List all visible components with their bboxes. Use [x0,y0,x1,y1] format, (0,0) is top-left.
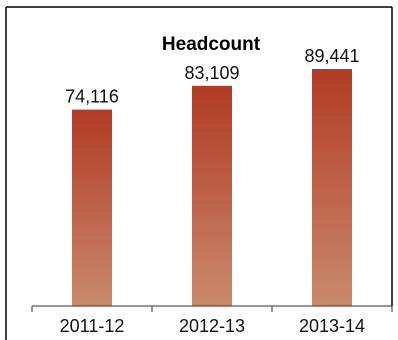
bar-2011-12 [72,109,112,306]
value-labels-layer: 74,116 83,109 89,441 [65,46,359,107]
x-tick-label-2011-12: 2011-12 [60,316,125,336]
bars-layer [72,69,352,306]
ticks-layer [31,306,393,312]
bar-2013-14 [312,69,352,306]
chart-title: Headcount [162,34,261,55]
x-tick-label-2013-14: 2013-14 [299,316,365,336]
bar-2012-13 [192,85,232,306]
value-label-2012-13: 83,109 [184,63,239,83]
value-label-2013-14: 89,441 [304,46,359,66]
x-tick-label-2012-13: 2012-13 [179,316,245,336]
tick-labels-layer: 2011-12 2012-13 2013-14 [60,316,365,336]
value-label-2011-12: 74,116 [65,87,119,107]
